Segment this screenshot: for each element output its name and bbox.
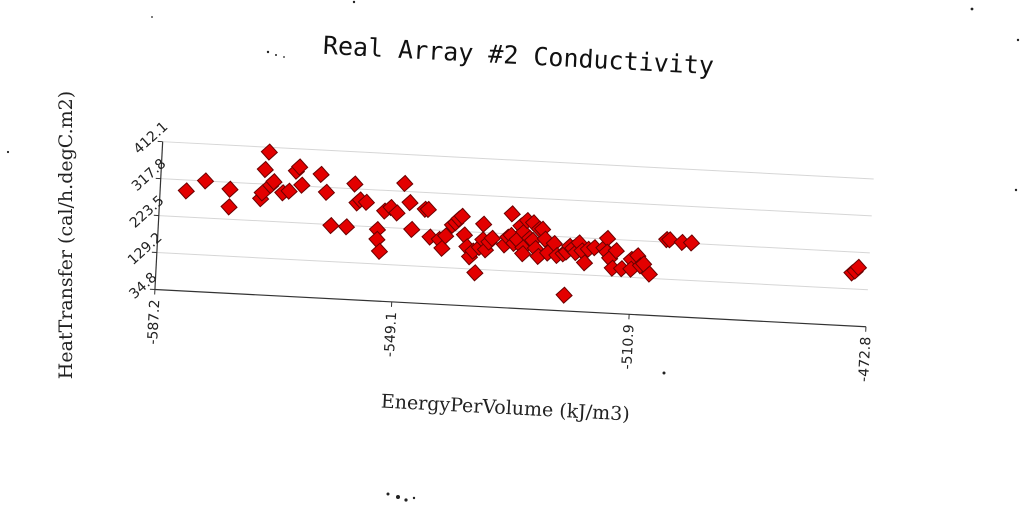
data-point bbox=[403, 220, 421, 239]
data-point bbox=[555, 286, 573, 304]
data-point bbox=[682, 234, 701, 252]
grid-line bbox=[156, 252, 868, 291]
data-point bbox=[337, 218, 356, 236]
data-point bbox=[357, 193, 376, 211]
x-tick-label: -587.2 bbox=[145, 299, 163, 345]
data-points bbox=[177, 143, 868, 304]
data-point bbox=[370, 242, 389, 260]
data-point bbox=[849, 258, 868, 277]
data-point bbox=[196, 172, 215, 190]
x-axis bbox=[154, 288, 866, 328]
x-axis-label: EnergyPerVolume (kJ/m3) bbox=[380, 391, 630, 426]
y-axis-label: HeatTransfer (cal/h.degC.m2) bbox=[55, 91, 77, 379]
data-point bbox=[293, 176, 311, 194]
data-point bbox=[474, 215, 493, 233]
data-point bbox=[419, 200, 438, 219]
x-ticks: -587.2 -549.1 -510.9 -472.8 bbox=[145, 289, 874, 382]
data-point bbox=[317, 183, 336, 202]
data-point bbox=[483, 229, 501, 248]
data-point bbox=[177, 182, 195, 200]
x-tick-label: -472.8 bbox=[856, 336, 874, 382]
data-point bbox=[346, 175, 364, 193]
data-point bbox=[220, 198, 238, 216]
scan-specks bbox=[6, 0, 1020, 502]
data-point bbox=[436, 227, 455, 245]
y-tick-label: 317.8 bbox=[129, 156, 170, 195]
data-point bbox=[312, 165, 330, 184]
data-point bbox=[280, 182, 298, 200]
y-tick-label: 412.1 bbox=[131, 119, 172, 158]
data-point bbox=[260, 143, 279, 161]
data-point bbox=[466, 264, 484, 282]
data-point bbox=[661, 231, 679, 249]
data-point bbox=[513, 244, 532, 263]
y-tick-label: 223.5 bbox=[127, 193, 168, 232]
data-point bbox=[221, 180, 239, 198]
data-point bbox=[256, 160, 274, 179]
data-point bbox=[433, 239, 451, 257]
data-point bbox=[265, 173, 283, 191]
chart-title: Real Array #2 Conductivity bbox=[322, 31, 714, 80]
data-point bbox=[291, 158, 309, 176]
data-point bbox=[401, 193, 419, 212]
x-tick-label: -549.1 bbox=[382, 312, 400, 358]
data-point bbox=[575, 254, 594, 272]
data-point bbox=[640, 265, 659, 283]
data-point bbox=[388, 204, 406, 222]
data-point bbox=[607, 242, 625, 260]
data-point bbox=[503, 205, 521, 223]
x-tick-label: -510.9 bbox=[619, 324, 637, 370]
data-point bbox=[396, 174, 414, 193]
y-tick-label: 129.2 bbox=[125, 230, 166, 269]
data-point bbox=[322, 216, 340, 235]
data-point bbox=[453, 207, 471, 226]
grid-line bbox=[162, 141, 874, 180]
